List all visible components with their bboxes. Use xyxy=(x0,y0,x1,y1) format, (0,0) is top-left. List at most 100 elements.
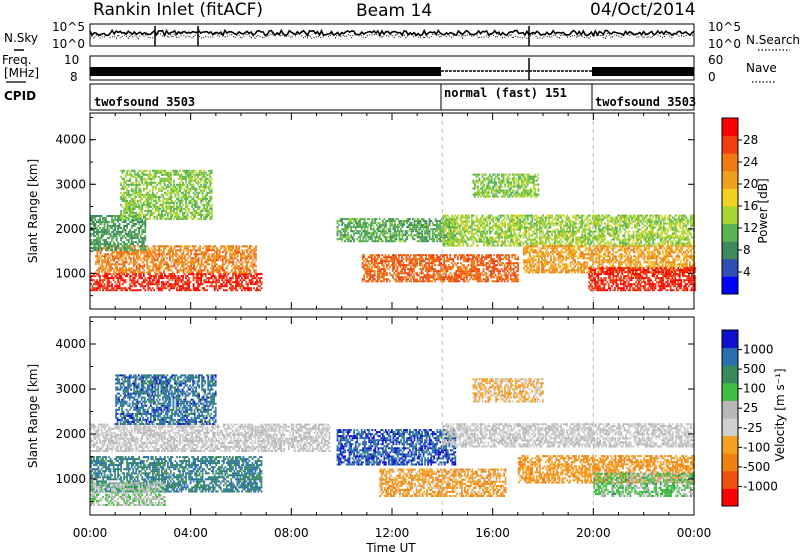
data-cell xyxy=(175,261,177,264)
data-cell xyxy=(462,242,464,245)
data-cell xyxy=(460,220,463,223)
data-cell xyxy=(492,216,494,219)
data-cell xyxy=(146,259,149,262)
data-cell xyxy=(487,268,489,271)
data-cell xyxy=(112,287,115,290)
data-cell xyxy=(385,224,387,227)
data-cell xyxy=(350,218,352,221)
data-cell xyxy=(127,287,130,290)
data-cell xyxy=(413,228,416,231)
data-cell xyxy=(180,175,183,178)
data-cell xyxy=(106,221,109,223)
data-cell xyxy=(373,260,376,263)
data-cell xyxy=(428,232,431,235)
data-cell xyxy=(441,278,444,281)
data-cell xyxy=(123,191,125,194)
data-cell xyxy=(497,268,500,271)
data-cell xyxy=(397,228,399,231)
data-cell xyxy=(462,234,464,237)
data-cell xyxy=(436,230,439,233)
data-cell xyxy=(511,280,514,283)
data-cell xyxy=(154,275,157,278)
data-cell xyxy=(239,279,242,282)
data-cell xyxy=(425,256,427,259)
data-cell xyxy=(106,231,109,233)
data-cell xyxy=(389,272,391,275)
data-cell xyxy=(245,281,248,284)
data-cell xyxy=(121,221,124,223)
data-cell xyxy=(130,183,133,186)
data-cell xyxy=(209,171,212,174)
data-cell xyxy=(124,215,127,218)
data-cell xyxy=(98,271,100,274)
data-cell xyxy=(181,265,183,268)
data-cell xyxy=(94,281,97,284)
data-cell xyxy=(111,237,113,240)
data-cell xyxy=(177,197,180,200)
data-cell xyxy=(161,251,164,254)
data-cell xyxy=(508,264,511,267)
data-cell xyxy=(241,253,244,256)
data-cell xyxy=(138,211,141,214)
data-cell xyxy=(142,243,145,246)
data-cell xyxy=(487,242,490,245)
data-cell xyxy=(362,222,365,225)
data-cell xyxy=(473,262,476,265)
data-cell xyxy=(468,230,470,233)
data-cell xyxy=(388,230,390,233)
data-cell xyxy=(473,266,476,269)
data-cell xyxy=(108,257,111,260)
data-cell xyxy=(412,230,414,233)
data-cell xyxy=(110,253,112,256)
data-cell xyxy=(467,256,470,259)
data-cell xyxy=(442,220,445,223)
data-cell xyxy=(162,187,165,190)
data-cell xyxy=(381,274,384,277)
data-cell xyxy=(148,287,151,290)
data-cell xyxy=(214,263,217,266)
data-cell xyxy=(469,278,471,281)
data-cell xyxy=(194,215,196,218)
data-cell xyxy=(423,260,426,263)
data-cell xyxy=(111,289,113,292)
data-cell xyxy=(452,240,455,243)
data-cell xyxy=(242,275,245,278)
data-cell xyxy=(394,224,396,227)
data-cell xyxy=(509,262,512,265)
data-cell xyxy=(476,260,479,263)
data-cell xyxy=(221,283,224,286)
data-cell xyxy=(191,185,193,188)
data-cell xyxy=(408,272,411,275)
data-cell xyxy=(184,255,186,258)
data-cell xyxy=(235,245,238,248)
data-cell xyxy=(158,175,160,178)
data-cell xyxy=(448,234,451,237)
data-cell xyxy=(366,240,369,243)
data-cell xyxy=(461,264,464,267)
data-cell xyxy=(341,238,343,241)
data-cell xyxy=(481,262,483,265)
data-cell xyxy=(461,278,464,281)
data-cell xyxy=(254,281,257,284)
data-cell xyxy=(477,244,479,247)
data-cell xyxy=(167,189,169,192)
data-cell xyxy=(207,279,210,282)
data-cell xyxy=(469,270,471,273)
data-cell xyxy=(508,272,511,275)
data-cell xyxy=(401,254,403,257)
data-cell xyxy=(151,185,154,188)
data-cell xyxy=(393,254,396,257)
data-cell xyxy=(372,230,375,233)
data-cell xyxy=(437,232,440,235)
data-cell xyxy=(485,276,488,279)
data-cell xyxy=(151,169,154,172)
data-cell xyxy=(118,223,121,225)
data-cell xyxy=(451,226,454,229)
data-cell xyxy=(472,274,474,277)
data-cell xyxy=(495,218,497,221)
data-cell xyxy=(457,230,460,233)
data-cell xyxy=(117,221,119,223)
data-cell xyxy=(470,272,473,275)
data-cell xyxy=(131,271,134,274)
data-cell xyxy=(473,268,476,271)
